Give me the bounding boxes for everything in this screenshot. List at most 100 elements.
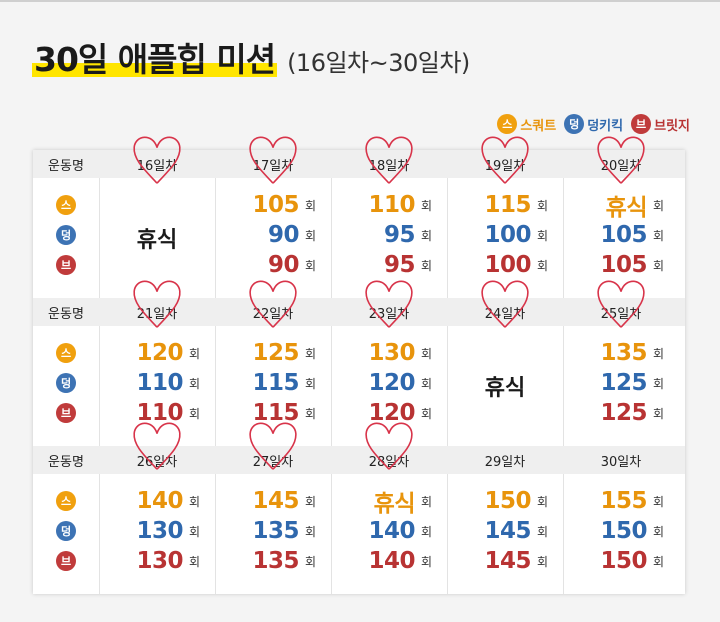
unit-label: 회 [653, 258, 665, 273]
rep-value-row: 100 회 [447, 250, 563, 280]
day-cell: 125 회 115 회 115 회 [215, 326, 331, 446]
unit-label: 회 [305, 494, 317, 509]
donkey-kick-icon: 덩 [564, 114, 585, 134]
rep-value-row: 150 회 [563, 516, 679, 546]
rep-value-row: 90 회 [215, 220, 331, 250]
header-row: 운동명 16일차 17일차 18일차 19일차 20일차 [33, 150, 685, 178]
day-header: 19일차 [484, 158, 526, 174]
rep-count: 150 [600, 548, 647, 574]
unit-label: 회 [305, 228, 317, 243]
unit-label: 회 [421, 494, 433, 509]
unit-label: 회 [189, 376, 201, 391]
day-header: 30일차 [600, 454, 642, 470]
unit-label: 회 [421, 258, 433, 273]
rep-count: 100 [484, 252, 531, 278]
rep-count: 150 [600, 518, 647, 544]
unit-label: 회 [537, 228, 549, 243]
mission-table: 운동명 16일차 17일차 18일차 19일차 20일차 스 덩 브 휴식 105 회 90 회 90 회 11… [33, 150, 685, 594]
rest-day-label: 휴식 [136, 228, 178, 253]
rep-value-row: 115 회 [215, 398, 331, 428]
rep-value-row: 125 회 [563, 368, 679, 398]
unit-label: 회 [189, 524, 201, 539]
day-header: 28일차 [368, 454, 410, 470]
rep-count: 120 [368, 370, 415, 396]
rep-count: 110 [368, 192, 415, 218]
day-header: 16일차 [136, 158, 178, 174]
rep-count: 95 [383, 252, 416, 278]
rep-value-row: 130 회 [331, 338, 447, 368]
donkey-kick-icon: 덩 [56, 225, 76, 245]
bridge-icon: 브 [56, 551, 76, 571]
rep-value-row: 140 회 [331, 546, 447, 576]
rep-value-row: 95 회 [331, 220, 447, 250]
rep-value-row: 휴식 회 [563, 190, 679, 221]
day-cell: 휴식 [99, 178, 215, 298]
exercise-header: 운동명 [48, 158, 84, 174]
unit-label: 회 [189, 554, 201, 569]
rep-value-row: 125 회 [563, 398, 679, 428]
rep-value-row: 120 회 [99, 338, 215, 368]
legend-donkey-kick: 덩 덩키킥 [564, 114, 623, 134]
rep-count: 115 [252, 370, 299, 396]
unit-label: 회 [305, 406, 317, 421]
unit-label: 회 [537, 198, 549, 213]
squat-icon: 스 [56, 195, 76, 215]
top-divider [0, 0, 720, 2]
rep-count: 130 [136, 548, 183, 574]
header-row: 운동명 26일차 27일차 28일차 29일차 30일차 [33, 446, 685, 474]
unit-label: 회 [653, 524, 665, 539]
unit-label: 회 [305, 524, 317, 539]
legend-squat: 스 스쿼트 [497, 114, 556, 134]
title-main: 30일 애플힙 미션 [32, 40, 278, 80]
unit-label: 회 [537, 554, 549, 569]
title-sub: (16일차~30일차) [287, 49, 470, 77]
column-divider [563, 150, 564, 594]
donkey-kick-icon: 덩 [56, 373, 76, 393]
column-divider [215, 150, 216, 594]
rep-value-row: 110 회 [99, 398, 215, 428]
unit-label: 회 [653, 406, 665, 421]
rep-count: 95 [383, 222, 416, 248]
unit-label: 회 [189, 406, 201, 421]
unit-label: 회 [189, 346, 201, 361]
week-section: 운동명 21일차 22일차 23일차 24일차 25일차 스 덩 브 120 회 110 회 110 회 12… [33, 298, 685, 446]
legend-bridge: 브 브릿지 [631, 114, 690, 134]
week-section: 운동명 26일차 27일차 28일차 29일차 30일차 스 덩 브 140 회 130 회 130 회 14… [33, 446, 685, 594]
day-cell: 155 회 150 회 150 회 [563, 474, 679, 594]
unit-label: 회 [421, 346, 433, 361]
rep-value-row: 휴식 회 [331, 486, 447, 517]
rep-count: 115 [252, 400, 299, 426]
day-cell: 휴식 회 140 회 140 회 [331, 474, 447, 594]
rep-count: 90 [267, 222, 300, 248]
day-header: 29일차 [484, 454, 526, 470]
rep-value-row: 105 회 [563, 250, 679, 280]
rest-day-label: 휴식 [484, 376, 526, 401]
exercise-header: 운동명 [48, 454, 84, 470]
rep-value-row: 140 회 [99, 486, 215, 516]
day-cell: 115 회 100 회 100 회 [447, 178, 563, 298]
rep-count: 120 [136, 340, 183, 366]
day-header: 27일차 [252, 454, 294, 470]
rep-value-row: 145 회 [215, 486, 331, 516]
day-header: 26일차 [136, 454, 178, 470]
unit-label: 회 [537, 524, 549, 539]
unit-label: 회 [305, 258, 317, 273]
rep-value-row: 110 회 [99, 368, 215, 398]
rep-value-row: 135 회 [215, 546, 331, 576]
rep-count: 125 [252, 340, 299, 366]
legend-label-squat: 스쿼트 [520, 118, 557, 134]
day-header: 24일차 [484, 306, 526, 322]
rep-count: 125 [600, 400, 647, 426]
rep-count: 135 [252, 548, 299, 574]
day-cell: 120 회 110 회 110 회 [99, 326, 215, 446]
rep-count: 145 [484, 548, 531, 574]
column-divider [99, 150, 100, 594]
day-cell: 110 회 95 회 95 회 [331, 178, 447, 298]
legend-label-bridge: 브릿지 [654, 118, 690, 134]
rep-count: 125 [600, 370, 647, 396]
day-cell: 145 회 135 회 135 회 [215, 474, 331, 594]
rep-value-row: 105 회 [215, 190, 331, 220]
bridge-icon: 브 [56, 255, 76, 275]
rep-value-row: 140 회 [331, 516, 447, 546]
